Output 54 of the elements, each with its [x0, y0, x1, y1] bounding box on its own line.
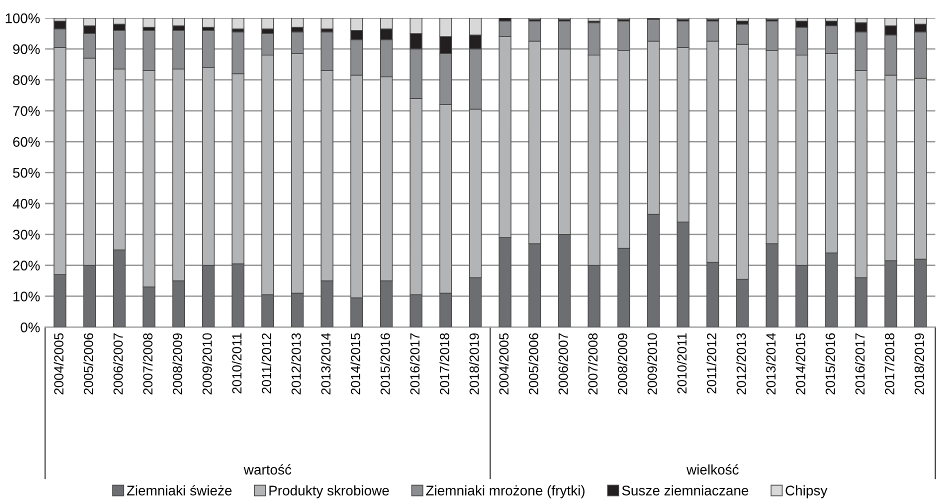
y-tick-label: 30% [12, 230, 40, 240]
x-tick-label: 2013/2014 [320, 333, 331, 394]
legend-label: Ziemniaki mrożone (frytki) [426, 485, 585, 498]
x-tick-label: 2005/2006 [83, 333, 94, 394]
x-tick-label: 2010/2011 [232, 333, 242, 394]
y-tick-label: 100% [6, 13, 40, 24]
y-tick-label: 20% [13, 260, 40, 270]
x-tick-label: 2016/2017 [410, 333, 420, 394]
x-tick-label: 2012/2013 [736, 333, 746, 394]
x-tick-label: 2007/2008 [142, 333, 153, 394]
x-tick-label: 2007/2008 [588, 333, 598, 394]
x-tick-label: 2012/2013 [291, 333, 301, 394]
x-tick-label: 2009/2010 [647, 333, 657, 394]
x-tick-label: 2005/2006 [528, 333, 538, 394]
x-tick-label: 2018/2019 [469, 333, 479, 394]
y-tick-label: 0% [20, 322, 40, 332]
x-tick-label: 2014/2015 [350, 333, 360, 394]
legend-label: Produkty skrobiowe [269, 485, 389, 498]
y-tick-label: 90% [13, 44, 40, 54]
x-tick-label: 2011/2012 [706, 333, 716, 394]
bar [232, 18, 244, 30]
text: wielkość [686, 464, 739, 475]
y-tick-label: 50% [13, 168, 40, 178]
bar [736, 18, 749, 22]
x-tick-label: 2004/2005 [498, 333, 509, 394]
x-tick-label: 2010/2011 [676, 333, 687, 394]
bar [142, 18, 156, 28]
x-tick-label: 2004/2005 [54, 333, 64, 394]
legend-label: Chipsy [786, 485, 828, 498]
x-tick-label: 2009/2010 [202, 333, 212, 394]
x-tick-label: 2008/2009 [172, 333, 182, 394]
x-tick-label: 2006/2007 [113, 333, 123, 394]
bar [320, 18, 334, 30]
x-tick-label: 2015/2016 [380, 333, 390, 394]
x-tick-label: 2008/2009 [618, 333, 628, 394]
x-tick-label: 2014/2015 [796, 333, 806, 394]
x-tick-label: 2006/2007 [558, 333, 568, 394]
x-tick-label: 2016/2017 [854, 333, 865, 394]
bar [825, 18, 838, 22]
x-tick-label: 2017/2018 [440, 333, 450, 394]
y-tick-label: 60% [13, 137, 40, 147]
x-tick-label: 2013/2014 [766, 333, 776, 394]
y-tick-label: 10% [14, 292, 40, 302]
y-tick-label: 80% [13, 75, 40, 86]
x-tick-label: 2015/2016 [825, 333, 835, 394]
x-tick-label: 2018/2019 [914, 333, 924, 394]
legend-label: Ziemniaki świeże [126, 485, 232, 496]
x-tick-label: 2017/2018 [884, 333, 894, 394]
y-tick-label: 70% [13, 106, 40, 116]
bar [202, 18, 215, 28]
legend-label: Susze ziemniaczane [622, 485, 748, 496]
y-tick-label: 40% [12, 198, 40, 209]
x-tick-label: 2011/2012 [262, 333, 272, 394]
text: wartość [244, 464, 292, 475]
